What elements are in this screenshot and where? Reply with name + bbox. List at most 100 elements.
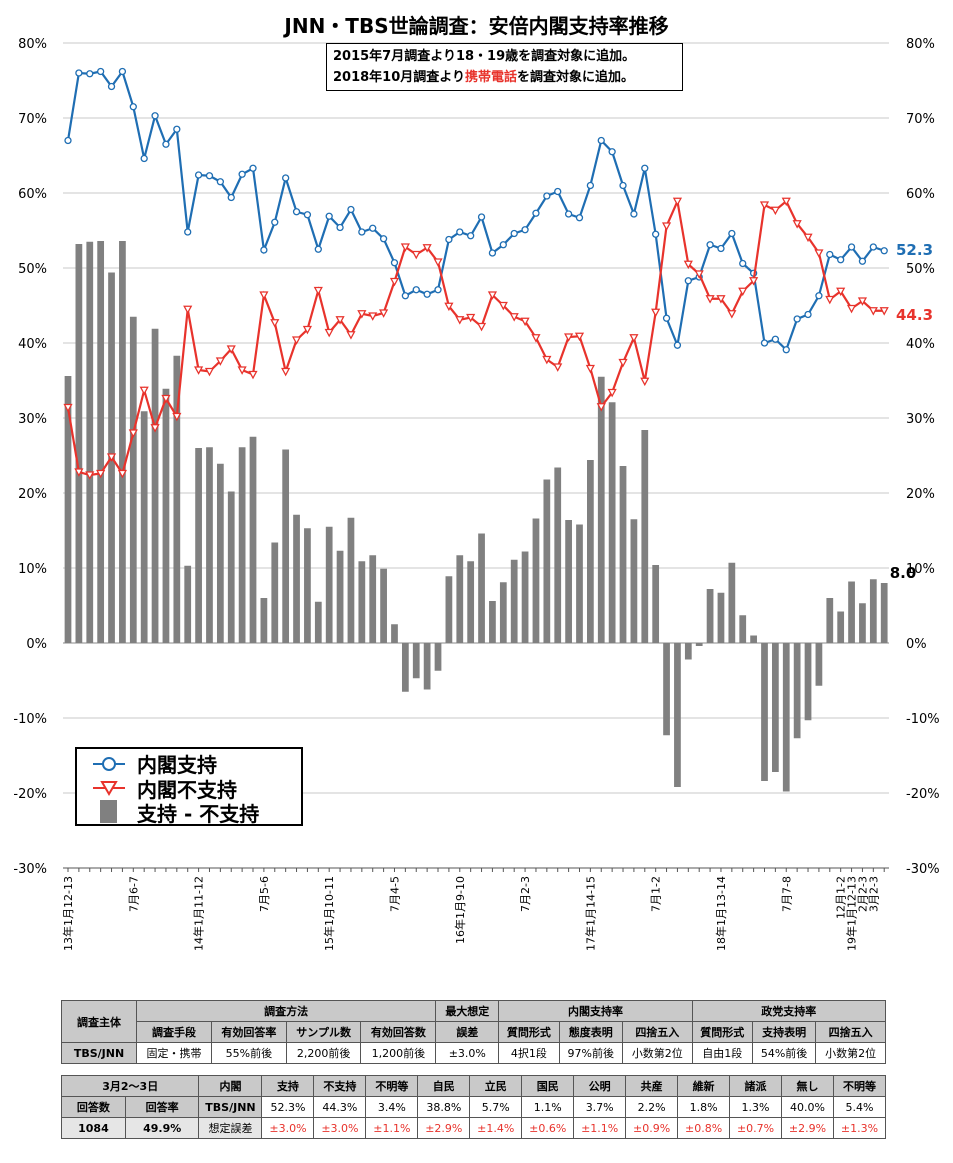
y-tick-label-right: 80% [906,37,935,52]
nonsupport-point [63,403,73,413]
diff-bar [380,568,387,643]
diff-bar [173,355,181,643]
support-point [728,229,736,238]
legend: 内閣支持 内閣不支持 支持 - 不支持 [75,747,303,826]
support-point [238,170,246,178]
y-tick-label-left: 10% [18,562,47,577]
nonsupport-point [553,363,563,372]
nonsupport-point [117,469,128,479]
diff-bar [456,555,464,643]
nonsupport-point [150,424,160,433]
y-tick-label-right: 60% [906,187,935,202]
nonsupport-point [215,357,225,366]
nonsupport-point [629,334,639,343]
table-cell: ±1.1% [573,1117,627,1139]
table-cell: ±3.0% [435,1042,500,1064]
table-cell: ±1.3% [832,1117,887,1139]
legend-item-support: 内閣支持 [77,751,301,777]
support-point [717,244,725,253]
sub-header: 四捨五入 [815,1021,886,1043]
y-tick-label-left: 30% [18,412,47,427]
support-point [641,164,649,172]
diff-bar [543,479,551,643]
chart: 80% 80% 70% 70% 60% 60% 50% 50% 40% 40% 30% 30% 20% 2… [13,37,939,951]
support-point [521,226,529,234]
diff-bar [859,603,866,643]
diff-bar [510,559,518,643]
nonsupport-point [324,328,334,338]
diff-bar [489,601,496,643]
support-point [140,154,148,163]
nonsupport-point [346,331,356,340]
diff-bar [619,466,627,643]
support-point [292,208,301,216]
y-tick-label-right: 20% [906,487,935,502]
support-point [151,112,159,120]
legend-item-nonsupport: 内閣不支持 [77,776,301,802]
nonsupport-point [846,304,857,314]
nonsupport-point [618,358,628,368]
support-line [66,69,885,352]
support-point [118,67,127,76]
nonsupport-point [694,270,704,279]
sub-header: 態度表明 [558,1021,624,1043]
support-point [477,213,486,221]
table-cell: ±0.7% [729,1117,782,1139]
diff-bar [739,615,747,643]
diff-bar [804,643,812,721]
nonsupport-point [400,243,410,252]
legend-nonsupport-symbol [93,781,125,796]
table-cell: ±1.1% [365,1117,419,1139]
diff-bar [129,316,137,643]
support-point [706,241,714,249]
diff-bar [184,565,192,643]
support-point [554,187,562,196]
support-point [499,241,507,249]
sub-header: 調査手段 [136,1021,212,1043]
nonsupport-point [291,336,302,345]
support-point [260,246,268,254]
note-line-2-pre: 2018年10月調査より [333,70,466,85]
nonsupport-point [476,322,487,332]
diff-bar [630,519,638,643]
x-tick-label: 7月4-5 [388,876,401,912]
table-cell: 97%前後 [558,1042,624,1064]
x-tick-label: 15年1月10-11 [322,876,336,951]
nonsupport-point [85,471,95,480]
nonsupport-point [259,291,269,300]
diff-bar [401,643,409,692]
table-cell: 5.4% [832,1096,887,1118]
nonsupport-point [172,412,182,422]
diff-bar [336,550,344,643]
diff-bar [684,643,692,660]
table-cell: 4択1段 [498,1042,560,1064]
diff-bar [206,447,213,643]
end-label-diff: 8.0 [890,564,917,582]
support-point [303,211,312,219]
y-tick-label-right: 10% [906,562,935,577]
sub-header: 四捨五入 [622,1021,693,1043]
diff-bar [347,517,355,643]
table-cell: ±0.9% [625,1117,679,1139]
nonsupport-point [661,222,672,231]
chart-title: JNN・TBS世論調査：安倍内閣支持率推移 [284,14,669,38]
table-cell: 1.3% [729,1096,782,1118]
table-cell: 小数第2位 [815,1042,886,1064]
diff-bar [837,611,845,643]
support-point [630,210,638,218]
diff-bar [554,467,562,643]
nonsupport-point [466,313,476,323]
nonsupport-point [433,258,443,267]
support-point [793,315,801,323]
diff-bar [412,643,420,679]
support-point [347,205,355,214]
table-cell: 54%前後 [751,1042,817,1064]
table-cell: 1,200前後 [360,1042,437,1064]
diff-bar [282,449,290,643]
nonsupport-point [836,287,846,297]
support-point [434,286,442,294]
x-tick-label: 18年1月13-14 [714,876,728,951]
nonsupport-point [357,310,367,319]
th-col: 国民 [521,1075,575,1097]
x-tick-label: 17年1月14-15 [583,876,597,951]
